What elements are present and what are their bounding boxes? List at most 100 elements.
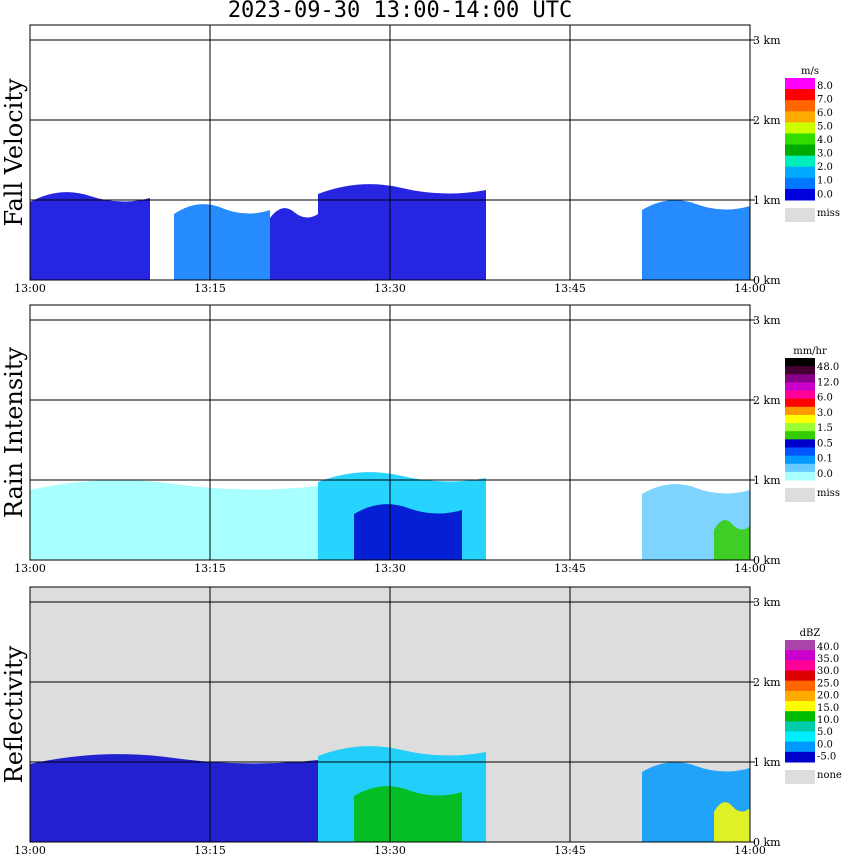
x-tick-label: 13:15 — [194, 844, 226, 857]
x-tick-label: 13:45 — [554, 282, 586, 295]
colorbar-swatch — [785, 155, 815, 168]
echo-region — [714, 520, 750, 560]
y-tick-label: 2 km — [753, 114, 781, 127]
colorbar-label: 15.0 — [817, 703, 839, 714]
colorbar-swatch — [785, 690, 815, 702]
colorbar-label: 0.0 — [817, 189, 833, 200]
colorbar-missing-swatch — [785, 208, 815, 222]
colorbar-swatch — [785, 374, 815, 383]
colorbar-label: 12.0 — [817, 377, 839, 388]
colorbar-swatch — [785, 660, 815, 671]
colorbar-swatch — [785, 431, 815, 440]
colorbar-missing-swatch — [785, 488, 815, 502]
colorbar-label: 35.0 — [817, 654, 839, 665]
x-tick-label: 13:15 — [194, 562, 226, 575]
colorbar-label: 4.0 — [817, 135, 833, 146]
colorbar-swatch — [785, 439, 815, 448]
colorbar-label: 1.0 — [817, 176, 833, 187]
y-tick-label: 0 km — [753, 836, 781, 849]
echo-region — [354, 504, 462, 560]
colorbar-label: 20.0 — [817, 691, 839, 702]
plot-frame — [29, 586, 751, 843]
echo-region — [318, 184, 486, 280]
colorbar-swatch — [785, 670, 815, 682]
colorbar-label: 7.0 — [817, 94, 833, 105]
colorbar-swatch — [785, 358, 815, 367]
y-tick-label: 0 km — [753, 554, 781, 567]
plot-frame — [29, 24, 751, 281]
colorbar-swatch — [785, 751, 815, 763]
colorbar-label: 25.0 — [817, 678, 839, 689]
y-tick-label: 3 km — [753, 34, 781, 47]
chart-title: 2023-09-30 13:00-14:00 UTC — [227, 0, 573, 23]
colorbar-label: 6.0 — [817, 393, 833, 404]
colorbar-label: 2.0 — [817, 162, 833, 173]
colorbar-swatch — [785, 650, 815, 661]
colorbar-swatch — [785, 423, 815, 432]
x-tick-label: 13:30 — [374, 562, 406, 575]
colorbar-unit: dBZ — [800, 628, 821, 639]
echo-region — [30, 754, 318, 842]
x-tick-label: 13:00 — [14, 844, 46, 857]
colorbar-label: 6.0 — [817, 108, 833, 119]
colorbar-missing-label: none — [817, 770, 842, 781]
colorbar-swatch — [785, 731, 815, 743]
colorbar-swatch — [785, 471, 815, 481]
colorbar-swatch — [785, 414, 815, 424]
colorbar-swatch — [785, 701, 815, 712]
plot-frame — [29, 304, 751, 561]
x-tick-label: 14:00 — [734, 282, 766, 295]
x-tick-label: 14:00 — [734, 562, 766, 575]
colorbar-swatch — [785, 100, 815, 112]
colorbar-label: 30.0 — [817, 666, 839, 677]
x-tick-label: 13:30 — [374, 844, 406, 857]
x-tick-label: 13:30 — [374, 282, 406, 295]
panel-ylabel: Reflectivity — [0, 645, 28, 783]
colorbar-swatch — [785, 741, 815, 753]
y-tick-label: 1 km — [753, 474, 781, 487]
colorbar-swatch — [785, 89, 815, 101]
colorbar-label: 0.0 — [817, 739, 833, 750]
echo-region — [354, 786, 462, 842]
colorbar-label: 0.1 — [817, 454, 833, 465]
colorbar-label: 3.0 — [817, 149, 833, 160]
colorbar-label: 10.0 — [817, 715, 839, 726]
colorbar-swatch — [785, 711, 815, 722]
colorbar-swatch — [785, 721, 815, 732]
colorbar-label: 8.0 — [817, 81, 833, 92]
colorbar-missing-label: miss — [817, 488, 840, 499]
echo-region — [174, 204, 270, 280]
colorbar-swatch — [785, 177, 815, 190]
x-tick-label: 13:00 — [14, 562, 46, 575]
colorbar-swatch — [785, 455, 815, 465]
colorbar-swatch — [785, 166, 815, 179]
colorbar-swatch — [785, 463, 815, 473]
y-tick-label: 3 km — [753, 314, 781, 327]
colorbar-unit: mm/hr — [793, 346, 827, 357]
colorbar-label: 1.5 — [817, 423, 833, 434]
colorbar-label: 0.5 — [817, 438, 833, 449]
colorbar-label: 3.0 — [817, 408, 833, 419]
panel-ylabel: Fall Velocity — [0, 78, 28, 227]
y-tick-label: 1 km — [753, 194, 781, 207]
colorbar-swatch — [785, 133, 815, 146]
y-tick-label: 1 km — [753, 756, 781, 769]
y-tick-label: 2 km — [753, 676, 781, 689]
colorbar-swatch — [785, 390, 815, 400]
colorbar-swatch — [785, 398, 815, 408]
colorbar-label: 48.0 — [817, 362, 839, 373]
colorbar-swatch — [785, 382, 815, 392]
colorbar-swatch — [785, 144, 815, 157]
colorbar-swatch — [785, 111, 815, 123]
colorbar-swatch — [785, 447, 815, 457]
colorbar-missing-swatch — [785, 770, 815, 784]
y-tick-label: 0 km — [753, 274, 781, 287]
colorbar-label: 0.0 — [817, 469, 833, 480]
x-tick-label: 13:15 — [194, 282, 226, 295]
x-tick-label: 13:45 — [554, 844, 586, 857]
colorbar-swatch — [785, 188, 815, 201]
colorbar-swatch — [785, 640, 815, 651]
echo-region — [714, 802, 750, 842]
colorbar-swatch — [785, 406, 815, 416]
